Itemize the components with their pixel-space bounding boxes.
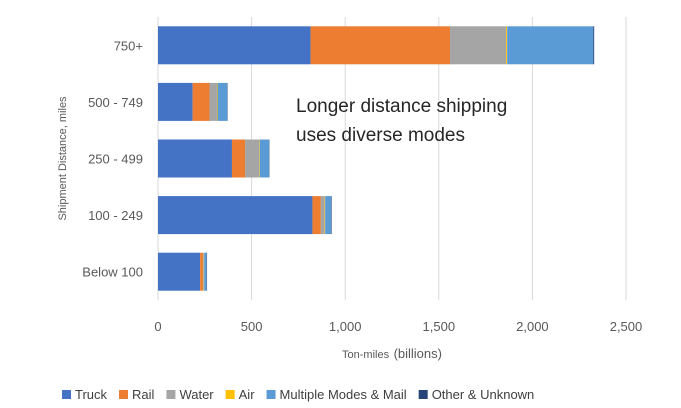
bar-segment-multiple-modes-mail (204, 252, 207, 291)
y-tick-label: 500 - 749 (88, 95, 143, 110)
legend-label: Multiple Modes & Mail (280, 387, 407, 402)
bar-segment-rail (310, 26, 451, 65)
bar-segment-air (259, 139, 260, 178)
bar-segment-water (245, 139, 260, 178)
x-axis-title-large: (billions) (394, 346, 442, 361)
bar-segment-water (450, 26, 507, 65)
x-tick-label: 2,500 (610, 319, 643, 334)
annotation-line-1: Longer distance shipping (296, 96, 507, 117)
y-tick-labels: 750+ 500 - 749 250 - 499 100 - 249 Below 100 (82, 38, 143, 279)
y-tick-label: Below 100 (82, 265, 143, 280)
bar-segment-air (216, 82, 218, 121)
bar-segment-truck (158, 139, 232, 178)
bar-segment-rail (231, 139, 246, 178)
bar-segment-rail (192, 82, 210, 121)
bar-segment-multiple-modes-mail (507, 26, 594, 65)
legend-swatch (166, 390, 176, 399)
x-tick-label: 1,000 (329, 319, 362, 334)
bar-segment-truck (158, 26, 311, 65)
bar-segment-multiple-modes-mail (217, 82, 228, 121)
legend: Truck Rail Water Air Multiple Modes & Mail Ot… (62, 387, 534, 402)
annotation-line-2: uses diverse modes (296, 125, 465, 146)
legend-swatch (225, 390, 235, 399)
x-tick-label: 1,500 (423, 319, 456, 334)
x-tick-label: 0 (154, 319, 161, 334)
x-tick-label: 2,000 (516, 319, 549, 334)
legend-swatch (119, 390, 129, 399)
legend-label: Rail (132, 387, 155, 402)
legend-swatch (266, 390, 276, 399)
legend-label: Air (239, 387, 256, 402)
legend-label: Other & Unknown (432, 387, 535, 402)
bar-segment-other-unknown (331, 196, 332, 235)
legend-label: Water (179, 387, 214, 402)
bar-segment-air (324, 196, 326, 235)
bar-segment-rail (200, 252, 203, 291)
x-axis-title-small: Ton-miles (342, 349, 390, 361)
legend-label: Truck (75, 387, 108, 402)
bar-segment-multiple-modes-mail (325, 196, 332, 235)
x-tick-labels: 0 500 1,000 1,500 2,000 2,500 (154, 319, 642, 334)
bars (158, 26, 595, 291)
bar-segment-water (320, 196, 325, 235)
bar-segment-other-unknown (593, 26, 595, 65)
y-tick-label: 250 - 499 (88, 152, 143, 167)
bar-segment-truck (158, 252, 201, 291)
bar-segment-rail (312, 196, 321, 235)
bar-segment-air (506, 26, 508, 65)
bar-segment-water (202, 252, 204, 291)
bar-segment-water (209, 82, 217, 121)
x-axis-title: Ton-miles (billions) (342, 345, 442, 362)
legend-swatch (418, 390, 428, 399)
y-tick-label: 100 - 249 (88, 208, 143, 223)
y-tick-label: 750+ (114, 38, 143, 53)
x-tick-label: 500 (241, 319, 263, 334)
y-axis-title: Shipment Distance, miles (57, 96, 69, 221)
bar-segment-multiple-modes-mail (259, 139, 270, 178)
legend-swatch (62, 390, 71, 399)
bar-segment-truck (158, 196, 313, 235)
bar-segment-truck (158, 82, 193, 121)
